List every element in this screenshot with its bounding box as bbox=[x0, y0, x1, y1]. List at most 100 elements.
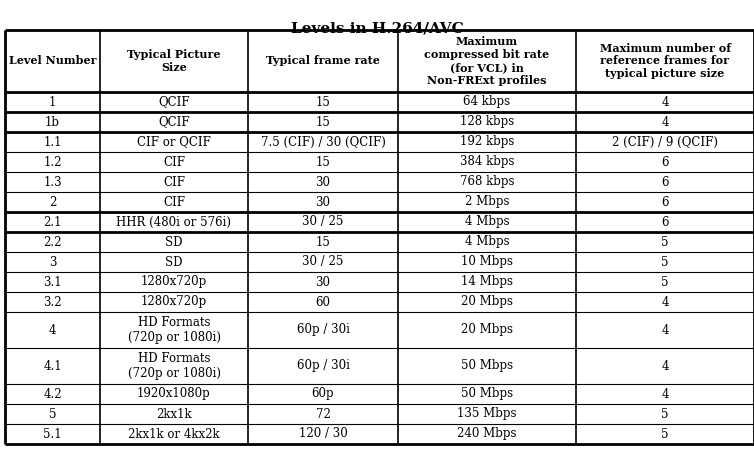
Text: QCIF: QCIF bbox=[158, 96, 190, 109]
Text: 1: 1 bbox=[49, 96, 57, 109]
Text: 4: 4 bbox=[661, 96, 669, 109]
Text: 6: 6 bbox=[661, 175, 669, 189]
Text: 10 Mbps: 10 Mbps bbox=[461, 256, 513, 268]
Text: 240 Mbps: 240 Mbps bbox=[457, 428, 516, 441]
Text: 2 Mbps: 2 Mbps bbox=[464, 195, 509, 208]
Text: 5: 5 bbox=[661, 428, 669, 441]
Text: 1280x720p: 1280x720p bbox=[141, 295, 207, 308]
Text: 4: 4 bbox=[49, 323, 57, 336]
Bar bbox=[5, 30, 754, 92]
Text: 5: 5 bbox=[661, 256, 669, 268]
Bar bbox=[5, 92, 754, 112]
Text: Typical frame rate: Typical frame rate bbox=[266, 55, 380, 66]
Text: 2kx1k or 4kx2k: 2kx1k or 4kx2k bbox=[128, 428, 220, 441]
Text: 384 kbps: 384 kbps bbox=[460, 156, 514, 169]
Text: 3.2: 3.2 bbox=[43, 295, 62, 308]
Text: 4: 4 bbox=[661, 295, 669, 308]
Text: 1b: 1b bbox=[45, 115, 60, 129]
Bar bbox=[5, 384, 754, 404]
Text: HD Formats
(720p or 1080i): HD Formats (720p or 1080i) bbox=[127, 316, 220, 344]
Text: Level Number: Level Number bbox=[9, 55, 97, 66]
Text: CIF: CIF bbox=[163, 175, 185, 189]
Text: 4 Mbps: 4 Mbps bbox=[464, 235, 509, 249]
Text: 6: 6 bbox=[661, 156, 669, 169]
Text: Maximum
compressed bit rate
(for VCL) in
Non-FRExt profiles: Maximum compressed bit rate (for VCL) in… bbox=[425, 36, 550, 86]
Text: Levels in H.264/AVC: Levels in H.264/AVC bbox=[290, 22, 464, 36]
Text: 30: 30 bbox=[315, 175, 330, 189]
Bar bbox=[5, 152, 754, 172]
Text: 5: 5 bbox=[661, 276, 669, 289]
Text: 4 Mbps: 4 Mbps bbox=[464, 216, 509, 229]
Text: 120 / 30: 120 / 30 bbox=[299, 428, 348, 441]
Text: 2.1: 2.1 bbox=[43, 216, 62, 229]
Text: 135 Mbps: 135 Mbps bbox=[457, 408, 516, 420]
Text: 50 Mbps: 50 Mbps bbox=[461, 359, 513, 373]
Bar bbox=[5, 172, 754, 192]
Text: 3.1: 3.1 bbox=[43, 276, 62, 289]
Text: 2.2: 2.2 bbox=[43, 235, 62, 249]
Text: SD: SD bbox=[165, 256, 182, 268]
Bar bbox=[5, 252, 754, 272]
Text: 1.2: 1.2 bbox=[43, 156, 62, 169]
Text: 4.1: 4.1 bbox=[43, 359, 62, 373]
Text: SD: SD bbox=[165, 235, 182, 249]
Text: 2 (CIF) / 9 (QCIF): 2 (CIF) / 9 (QCIF) bbox=[612, 135, 718, 148]
Text: 60p: 60p bbox=[311, 387, 334, 400]
Bar bbox=[5, 272, 754, 292]
Text: Maximum number of
reference frames for
typical picture size: Maximum number of reference frames for t… bbox=[599, 43, 731, 79]
Text: 15: 15 bbox=[316, 115, 330, 129]
Text: 6: 6 bbox=[661, 195, 669, 208]
Text: 15: 15 bbox=[316, 156, 330, 169]
Text: 60p / 30i: 60p / 30i bbox=[296, 323, 349, 336]
Text: 5: 5 bbox=[661, 408, 669, 420]
Text: 6: 6 bbox=[661, 216, 669, 229]
Bar bbox=[5, 132, 754, 152]
Bar bbox=[5, 348, 754, 384]
Text: 72: 72 bbox=[316, 408, 330, 420]
Text: 30: 30 bbox=[315, 276, 330, 289]
Text: 20 Mbps: 20 Mbps bbox=[461, 295, 513, 308]
Text: 14 Mbps: 14 Mbps bbox=[461, 276, 513, 289]
Text: 3: 3 bbox=[49, 256, 57, 268]
Bar bbox=[5, 292, 754, 312]
Text: 20 Mbps: 20 Mbps bbox=[461, 323, 513, 336]
Text: HHR (480i or 576i): HHR (480i or 576i) bbox=[117, 216, 231, 229]
Text: 4: 4 bbox=[661, 387, 669, 400]
Text: 5.1: 5.1 bbox=[43, 428, 62, 441]
Bar bbox=[5, 112, 754, 132]
Text: CIF: CIF bbox=[163, 156, 185, 169]
Text: 192 kbps: 192 kbps bbox=[460, 135, 514, 148]
Text: 128 kbps: 128 kbps bbox=[460, 115, 514, 129]
Bar bbox=[5, 192, 754, 212]
Bar bbox=[5, 404, 754, 424]
Bar bbox=[5, 424, 754, 444]
Text: 15: 15 bbox=[316, 96, 330, 109]
Text: HD Formats
(720p or 1080i): HD Formats (720p or 1080i) bbox=[127, 352, 220, 380]
Text: 4.2: 4.2 bbox=[43, 387, 62, 400]
Text: QCIF: QCIF bbox=[158, 115, 190, 129]
Text: 768 kbps: 768 kbps bbox=[460, 175, 514, 189]
Text: 7.5 (CIF) / 30 (QCIF): 7.5 (CIF) / 30 (QCIF) bbox=[261, 135, 385, 148]
Bar bbox=[5, 232, 754, 252]
Text: CIF: CIF bbox=[163, 195, 185, 208]
Text: 2: 2 bbox=[49, 195, 57, 208]
Text: 1280x720p: 1280x720p bbox=[141, 276, 207, 289]
Text: 64 kbps: 64 kbps bbox=[464, 96, 510, 109]
Text: 30 / 25: 30 / 25 bbox=[302, 256, 344, 268]
Text: 5: 5 bbox=[661, 235, 669, 249]
Text: 4: 4 bbox=[661, 359, 669, 373]
Text: 60: 60 bbox=[315, 295, 330, 308]
Text: 4: 4 bbox=[661, 115, 669, 129]
Text: 15: 15 bbox=[316, 235, 330, 249]
Bar bbox=[5, 212, 754, 232]
Text: 60p / 30i: 60p / 30i bbox=[296, 359, 349, 373]
Text: Typical Picture
Size: Typical Picture Size bbox=[127, 49, 221, 73]
Text: 50 Mbps: 50 Mbps bbox=[461, 387, 513, 400]
Text: 1.3: 1.3 bbox=[43, 175, 62, 189]
Bar bbox=[5, 312, 754, 348]
Text: 1.1: 1.1 bbox=[43, 135, 62, 148]
Text: 1920x1080p: 1920x1080p bbox=[137, 387, 211, 400]
Text: 4: 4 bbox=[661, 323, 669, 336]
Text: CIF or QCIF: CIF or QCIF bbox=[137, 135, 211, 148]
Text: 30: 30 bbox=[315, 195, 330, 208]
